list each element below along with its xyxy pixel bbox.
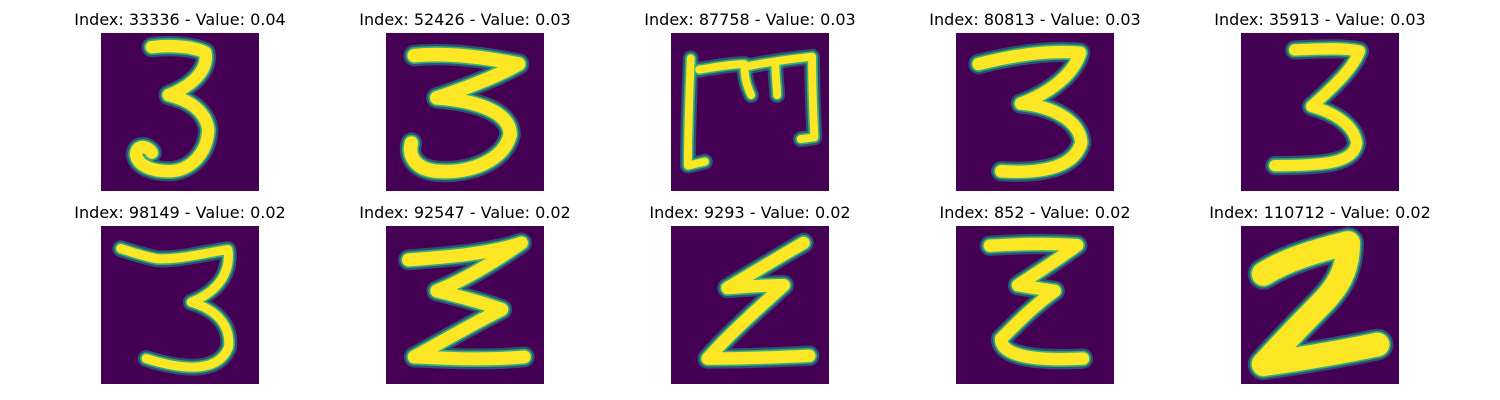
glyph-stroke <box>129 39 215 178</box>
panel-5: Index: 35913 - Value: 0.03 <box>1200 10 1440 191</box>
glyph-stroke <box>972 45 1088 178</box>
panel-6: Index: 98149 - Value: 0.02 <box>60 203 300 384</box>
panel-title: Index: 110712 - Value: 0.02 <box>1209 203 1431 222</box>
glyph-stroke <box>116 244 234 372</box>
digit-image <box>1241 226 1399 384</box>
glyph-stroke <box>740 52 819 144</box>
panel-title: Index: 87758 - Value: 0.03 <box>644 10 856 29</box>
panel-title: Index: 852 - Value: 0.02 <box>939 203 1131 222</box>
panel-9: Index: 852 - Value: 0.02 <box>915 203 1155 384</box>
panel-2: Index: 52426 - Value: 0.03 <box>345 10 585 191</box>
glyph-stroke <box>1269 43 1366 172</box>
glyph-stroke <box>1251 231 1390 377</box>
panel-title: Index: 33336 - Value: 0.04 <box>74 10 286 29</box>
panel-title: Index: 9293 - Value: 0.02 <box>649 203 851 222</box>
glyph-stroke <box>683 54 709 170</box>
digit-image <box>671 33 829 191</box>
panel-4: Index: 80813 - Value: 0.03 <box>915 10 1155 191</box>
panel-8: Index: 9293 - Value: 0.02 <box>630 203 870 384</box>
digit-image <box>1241 33 1399 191</box>
glyph-stroke <box>771 60 782 100</box>
panel-title: Index: 80813 - Value: 0.03 <box>929 10 1141 29</box>
panel-title: Index: 98149 - Value: 0.02 <box>74 203 286 222</box>
glyph-stroke <box>402 236 531 366</box>
panel-10: Index: 110712 - Value: 0.02 <box>1200 203 1440 384</box>
panel-title: Index: 92547 - Value: 0.02 <box>359 203 571 222</box>
glyph-stroke <box>403 47 526 179</box>
glyph-stroke <box>983 237 1090 366</box>
digit-image <box>101 33 259 191</box>
panel-title: Index: 35913 - Value: 0.03 <box>1214 10 1426 29</box>
digit-image <box>386 33 544 191</box>
panel-3: Index: 87758 - Value: 0.03 <box>630 10 870 191</box>
glyph-stroke <box>701 236 816 365</box>
digit-image <box>386 226 544 384</box>
digit-image <box>101 226 259 384</box>
digit-image <box>671 226 829 384</box>
panel-1: Index: 33336 - Value: 0.04 <box>60 10 300 191</box>
panel-title: Index: 52426 - Value: 0.03 <box>359 10 571 29</box>
digit-image <box>956 226 1114 384</box>
panel-7: Index: 92547 - Value: 0.02 <box>345 203 585 384</box>
digit-image <box>956 33 1114 191</box>
